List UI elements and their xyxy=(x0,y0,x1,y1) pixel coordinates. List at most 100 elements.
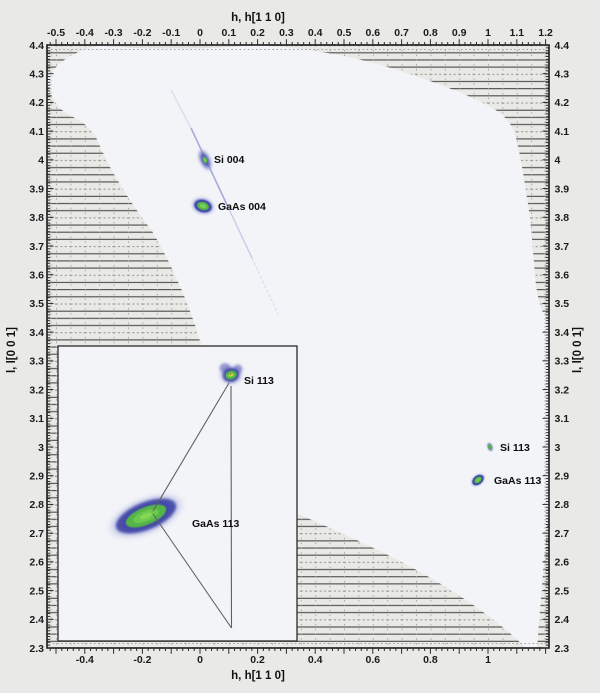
inset-peak-label-gaas113: GaAs 113 xyxy=(192,518,239,530)
tick-label: 0 xyxy=(197,654,203,666)
peak-label-gaas004: GaAs 004 xyxy=(218,201,266,213)
tick-label: 4.2 xyxy=(29,97,44,109)
tick-label: 0.6 xyxy=(365,654,380,666)
tick-label: 0.2 xyxy=(250,654,265,666)
inset-connector-line xyxy=(152,513,232,629)
tick-label: 0.4 xyxy=(308,27,323,39)
inset-peak-si113 xyxy=(219,363,243,385)
tick-label: 2.4 xyxy=(555,614,570,626)
tick-label: 0.4 xyxy=(308,654,323,666)
peak-si004 xyxy=(196,147,214,173)
tick-label: 2.7 xyxy=(555,528,570,540)
tick-label: 3.5 xyxy=(29,298,44,310)
hatched-region-top-left xyxy=(47,45,104,79)
tick-label: 4.4 xyxy=(29,40,44,52)
tick-label: 2.3 xyxy=(555,643,570,655)
peak-gaas113 xyxy=(469,472,487,488)
inset-frame xyxy=(57,345,298,642)
tick-label: 3.8 xyxy=(29,212,44,224)
tick-label: 2.3 xyxy=(29,643,44,655)
tick-label: 2.5 xyxy=(29,585,44,597)
tick-label: -0.2 xyxy=(133,27,151,39)
tick-label: 3.1 xyxy=(29,413,44,425)
tick-label: 3.4 xyxy=(29,327,44,339)
hatched-region-top-sliver xyxy=(104,45,258,49)
tick-label: -0.2 xyxy=(133,654,151,666)
peak-gaas004 xyxy=(190,196,216,216)
tick-label: 1 xyxy=(485,27,491,39)
tick-label: 4.1 xyxy=(555,126,570,138)
tick-label: 3.2 xyxy=(555,384,570,396)
tick-label: 0.8 xyxy=(423,654,438,666)
inner-dashed-border xyxy=(50,49,546,644)
tick-label: 3.3 xyxy=(555,356,570,368)
inset-connector-line xyxy=(152,382,230,512)
hatched-region-top-right xyxy=(258,45,549,323)
tick-label: 2.6 xyxy=(555,557,570,569)
tick-label: -0.4 xyxy=(76,654,94,666)
axis-title-top: h, h[1 1 0] xyxy=(231,12,285,24)
peak-label-si004: Si 004 xyxy=(214,154,245,166)
tick-label: 4.2 xyxy=(555,97,570,109)
axis-title-right: l, l[0 0 1] xyxy=(572,327,584,373)
tick-label: 2.6 xyxy=(29,557,44,569)
axis-ticks xyxy=(47,39,549,654)
tick-label: 3 xyxy=(555,442,561,454)
tick-label: 3.7 xyxy=(29,241,44,253)
tick-label: 3.8 xyxy=(555,212,570,224)
tick-label: 0.5 xyxy=(337,27,352,39)
tick-label: -0.1 xyxy=(162,27,180,39)
axis-title-bottom: h, h[1 1 0] xyxy=(231,670,285,682)
peak-si113 xyxy=(486,441,494,453)
tick-label: 3.9 xyxy=(555,183,570,195)
tick-label: 0 xyxy=(197,27,203,39)
tick-label: 2.9 xyxy=(29,471,44,483)
inset-connector-lines xyxy=(152,382,233,629)
tick-label: 0.7 xyxy=(394,27,409,39)
tick-label: 3.3 xyxy=(29,356,44,368)
peak-label-si113: Si 113 xyxy=(500,442,530,454)
tick-label: 0.1 xyxy=(221,27,236,39)
tick-label: 0.6 xyxy=(365,27,380,39)
tick-label: 3.2 xyxy=(29,384,44,396)
tick-label: 4 xyxy=(555,155,561,167)
tick-label: 4 xyxy=(38,155,44,167)
tick-label: 4.3 xyxy=(29,69,44,81)
tick-label: 0.9 xyxy=(452,27,467,39)
tick-label: 2.4 xyxy=(29,614,44,626)
tick-label: 3.6 xyxy=(555,270,570,282)
tick-label: -0.4 xyxy=(76,27,94,39)
tick-label: 0.8 xyxy=(423,27,438,39)
peak-label-gaas113: GaAs 113 xyxy=(494,475,541,487)
tick-label: 4.1 xyxy=(29,126,44,138)
tick-label: 3.9 xyxy=(29,183,44,195)
tick-label: 0.3 xyxy=(279,27,294,39)
tick-label: 1.1 xyxy=(509,27,524,39)
tick-label: 2.8 xyxy=(555,499,570,511)
inset-box: Si 113 GaAs 113 xyxy=(57,345,298,642)
axis-tick-labels: -0.5 -0.4 -0.3 -0.2 -0.1 0 0.1 0.2 0.3 0.4 0.5 0.6 0… xyxy=(29,27,569,666)
tick-label: -0.5 xyxy=(47,27,65,39)
tick-label: 2.7 xyxy=(29,528,44,540)
inset-peak-gaas113 xyxy=(106,492,186,540)
tick-label: 3 xyxy=(38,442,44,454)
tick-label: 3.5 xyxy=(555,298,570,310)
tick-label: 2.8 xyxy=(29,499,44,511)
inset-peak-label-si113: Si 113 xyxy=(244,375,274,387)
tick-label: 3.1 xyxy=(555,413,570,425)
tick-label: 4.3 xyxy=(555,69,570,81)
inset-connector-line xyxy=(230,385,233,629)
tick-label: 1 xyxy=(485,654,491,666)
tick-label: 2.9 xyxy=(555,471,570,483)
tick-label: 3.4 xyxy=(555,327,570,339)
tick-label: 0.2 xyxy=(250,27,265,39)
tick-label: 2.5 xyxy=(555,585,570,597)
tick-label: 3.6 xyxy=(29,270,44,282)
tick-label: -0.3 xyxy=(105,27,123,39)
tick-label: 3.7 xyxy=(555,241,570,253)
axis-title-left: l, l[0 0 1] xyxy=(6,327,18,373)
tick-label: 1.2 xyxy=(538,27,553,39)
tick-label: 4.4 xyxy=(555,40,570,52)
